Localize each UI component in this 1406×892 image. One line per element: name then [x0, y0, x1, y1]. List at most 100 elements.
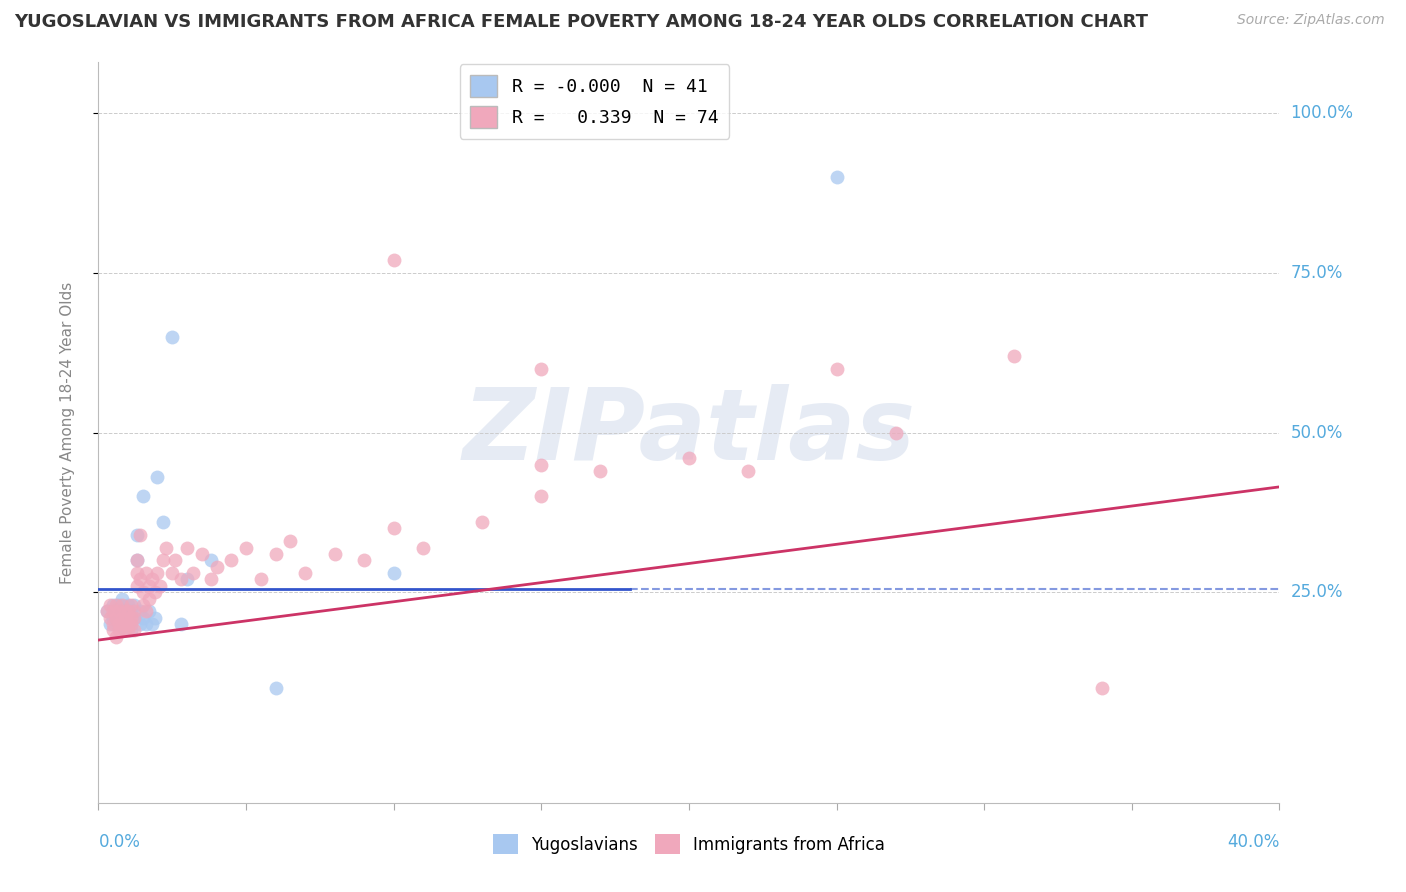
Point	[120, 617, 142, 632]
Point	[382, 521, 405, 535]
Point	[132, 611, 155, 625]
Point	[825, 170, 848, 185]
Point	[108, 624, 131, 638]
Point	[737, 464, 759, 478]
Point	[111, 617, 134, 632]
Point	[125, 579, 148, 593]
Point	[98, 617, 121, 632]
Point	[125, 553, 148, 567]
Y-axis label: Female Poverty Among 18-24 Year Olds: Female Poverty Among 18-24 Year Olds	[60, 282, 75, 583]
Point	[530, 458, 553, 472]
Text: 100.0%: 100.0%	[1291, 104, 1354, 122]
Point	[176, 573, 198, 587]
Point	[825, 361, 848, 376]
Point	[152, 553, 174, 567]
Point	[191, 547, 214, 561]
Point	[103, 598, 125, 612]
Point	[96, 604, 118, 618]
Point	[135, 604, 157, 618]
Point	[152, 515, 174, 529]
Point	[120, 611, 142, 625]
Point	[125, 566, 148, 580]
Point	[264, 547, 287, 561]
Point	[146, 470, 169, 484]
Point	[122, 598, 145, 612]
Point	[114, 617, 136, 632]
Point	[114, 624, 136, 638]
Point	[120, 624, 142, 638]
Point	[162, 566, 183, 580]
Text: 40.0%: 40.0%	[1227, 833, 1279, 851]
Text: 25.0%: 25.0%	[1291, 583, 1343, 601]
Point	[530, 490, 553, 504]
Point	[96, 604, 118, 618]
Point	[125, 527, 148, 541]
Point	[294, 566, 316, 580]
Point	[114, 611, 136, 625]
Point	[250, 573, 273, 587]
Point	[221, 553, 243, 567]
Point	[353, 553, 375, 567]
Point	[117, 617, 139, 632]
Point	[1091, 681, 1114, 695]
Point	[678, 451, 700, 466]
Point	[382, 566, 405, 580]
Point	[108, 617, 131, 632]
Point	[165, 553, 187, 567]
Point	[103, 611, 125, 625]
Point	[108, 617, 131, 632]
Point	[117, 624, 139, 638]
Point	[132, 490, 155, 504]
Point	[181, 566, 204, 580]
Point	[120, 604, 142, 618]
Legend: Yugoslavians, Immigrants from Africa: Yugoslavians, Immigrants from Africa	[486, 828, 891, 861]
Point	[471, 515, 494, 529]
Point	[170, 617, 193, 632]
Point	[1002, 349, 1025, 363]
Point	[128, 617, 150, 632]
Point	[114, 604, 136, 618]
Point	[122, 611, 145, 625]
Point	[117, 611, 139, 625]
Point	[138, 579, 160, 593]
Point	[108, 604, 131, 618]
Text: 0.0%: 0.0%	[98, 833, 141, 851]
Point	[105, 598, 128, 612]
Point	[884, 425, 907, 440]
Point	[128, 604, 150, 618]
Point	[128, 527, 150, 541]
Point	[589, 464, 612, 478]
Point	[98, 611, 121, 625]
Point	[128, 573, 150, 587]
Point	[108, 611, 131, 625]
Point	[111, 611, 134, 625]
Point	[135, 566, 157, 580]
Point	[141, 617, 163, 632]
Point	[205, 559, 228, 574]
Text: ZIPatlas: ZIPatlas	[463, 384, 915, 481]
Text: 50.0%: 50.0%	[1291, 424, 1343, 442]
Point	[200, 553, 222, 567]
Point	[170, 573, 193, 587]
Point	[125, 553, 148, 567]
Point	[117, 598, 139, 612]
Point	[412, 541, 434, 555]
Point	[103, 604, 125, 618]
Point	[111, 591, 134, 606]
Point	[146, 566, 169, 580]
Point	[135, 617, 157, 632]
Point	[141, 573, 163, 587]
Point	[103, 624, 125, 638]
Point	[117, 604, 139, 618]
Text: 75.0%: 75.0%	[1291, 264, 1343, 282]
Point	[114, 604, 136, 618]
Point	[105, 630, 128, 644]
Point	[122, 624, 145, 638]
Point	[111, 598, 134, 612]
Point	[323, 547, 346, 561]
Point	[132, 598, 155, 612]
Point	[105, 611, 128, 625]
Point	[111, 604, 134, 618]
Point	[114, 624, 136, 638]
Point	[176, 541, 198, 555]
